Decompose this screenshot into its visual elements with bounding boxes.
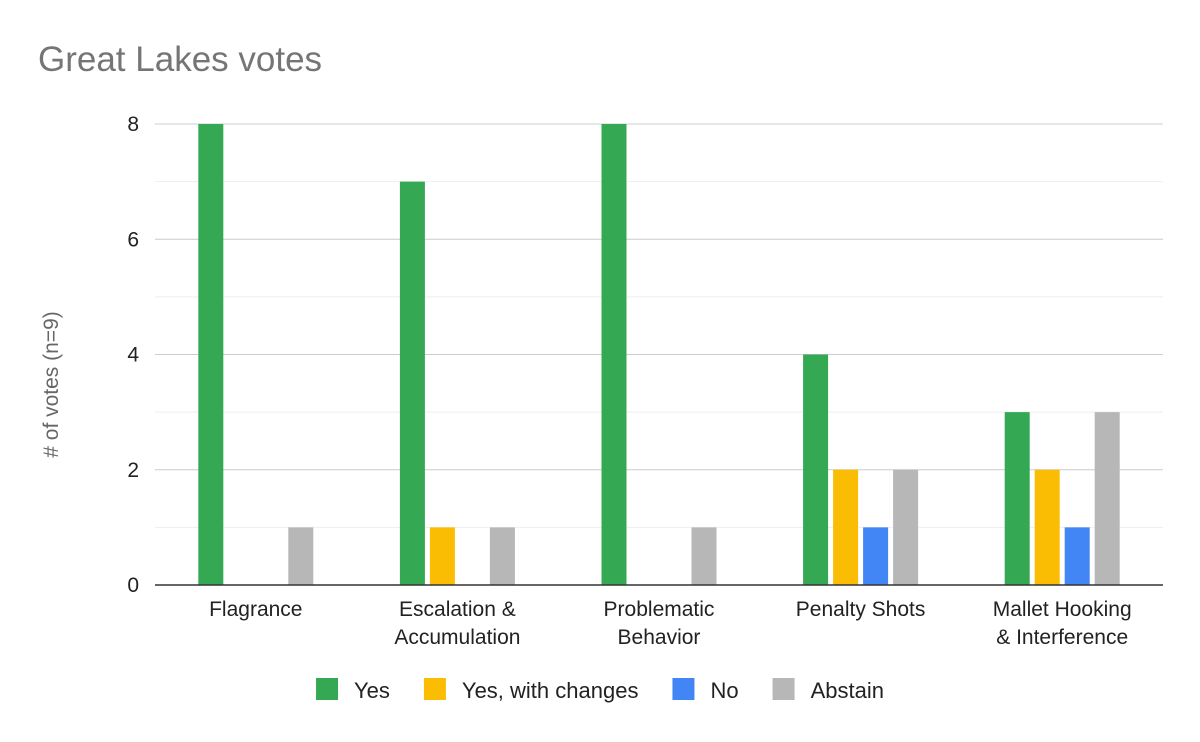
bar-abstain-2 [691, 527, 717, 585]
x-category-label: & Interference [996, 626, 1128, 649]
x-category-label: Problematic [604, 598, 715, 621]
legend-label: Abstain [811, 678, 884, 703]
bar-abstain-1 [489, 527, 515, 585]
y-tick-label: 6 [127, 228, 139, 251]
chart-title: Great Lakes votes [38, 40, 323, 79]
legend-label: No [710, 678, 738, 703]
x-category-label: Behavior [618, 626, 701, 649]
bar-no-3 [863, 527, 889, 585]
y-tick-label: 4 [127, 344, 139, 367]
bar-yes-1 [399, 181, 425, 585]
legend-label: Yes, with changes [462, 678, 639, 703]
bar-yes-0 [198, 124, 224, 585]
bar-no-4 [1064, 527, 1090, 585]
x-category-label: Mallet Hooking [993, 598, 1132, 621]
y-tick-label: 2 [127, 459, 139, 482]
bar-yes-with-changes-1 [429, 527, 455, 585]
y-tick-label: 0 [127, 574, 139, 597]
legend-swatch-yes-with-changes [423, 678, 446, 700]
legend-swatch-yes [316, 678, 339, 700]
bar-abstain-0 [288, 527, 314, 585]
x-category-label: Escalation & [399, 598, 516, 621]
x-category-label: Flagrance [209, 598, 302, 621]
bar-yes-2 [601, 124, 627, 585]
legend-swatch-no [672, 678, 695, 700]
bar-abstain-3 [893, 469, 919, 585]
bar-yes-with-changes-4 [1034, 469, 1060, 585]
legend-label: Yes [354, 678, 390, 703]
x-category-label: Penalty Shots [796, 598, 926, 621]
bar-yes-4 [1004, 412, 1030, 585]
y-tick-label: 8 [127, 113, 139, 136]
legend-swatch-abstain [772, 678, 795, 700]
x-category-label: Accumulation [394, 626, 520, 649]
bar-abstain-4 [1094, 412, 1120, 585]
y-axis-title: # of votes (n=9) [40, 311, 63, 458]
bar-yes-with-changes-3 [833, 469, 859, 585]
bar-yes-3 [803, 354, 829, 585]
